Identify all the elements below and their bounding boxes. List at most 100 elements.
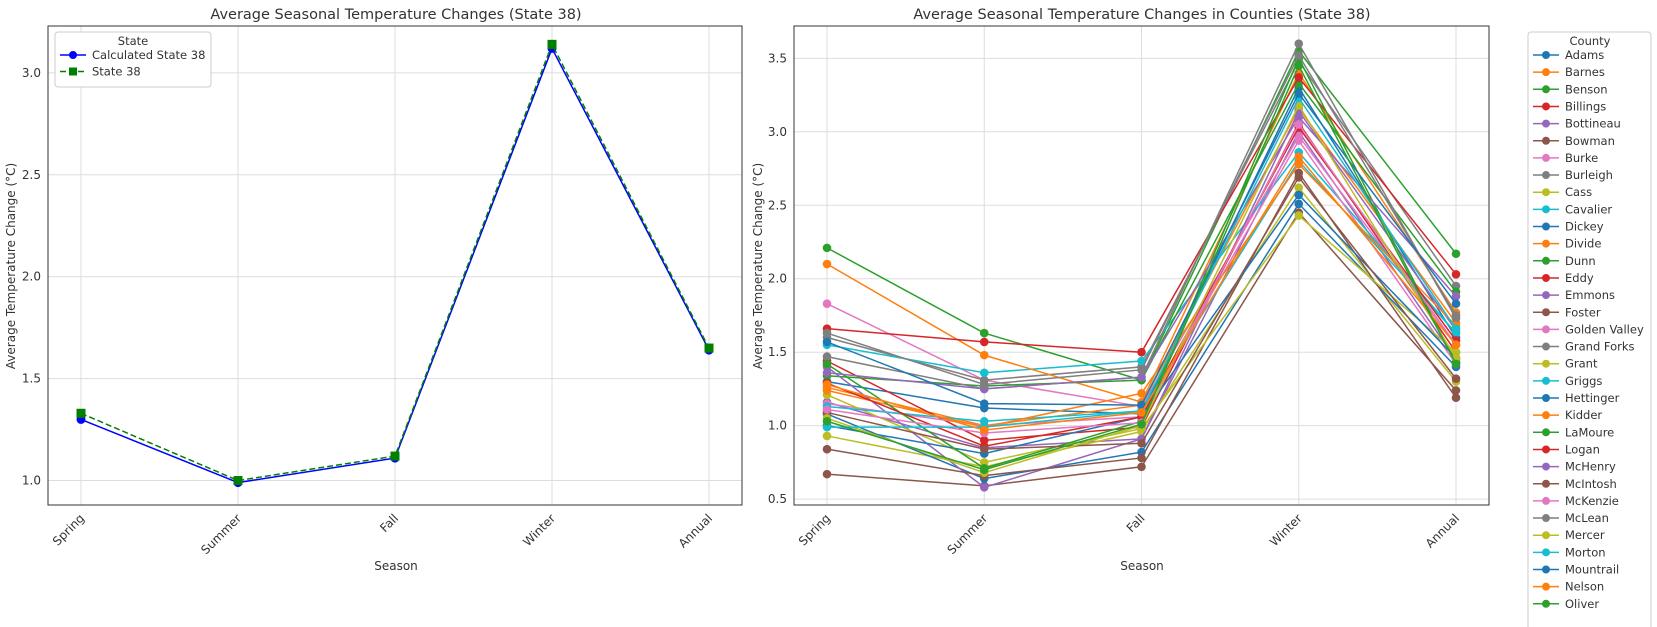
legend-item-state-38: State 38: [60, 65, 141, 79]
legend-marker-dunn: [1542, 256, 1550, 265]
data-point-eddy-winter: [1294, 73, 1304, 82]
legend-label-griggs: Griggs: [1565, 374, 1602, 388]
data-point-mountrail-annual: [1451, 299, 1461, 309]
legend-label-morton: Morton: [1565, 545, 1606, 559]
left-plot-frame: [47, 25, 743, 506]
left-x-tick-winter: Winter: [520, 511, 558, 549]
data-point-eddy-fall: [1137, 347, 1146, 357]
legend-marker-barnes: [1542, 68, 1550, 77]
legend-label-nelson: Nelson: [1565, 580, 1604, 594]
legend-item-calculated-state-38: Calculated State 38: [60, 48, 205, 62]
data-point-grant-winter: [1294, 211, 1304, 220]
data-point-eddy-summer: [979, 337, 989, 347]
data-point-lamoure-spring: [822, 359, 832, 369]
legend-label-calculated-state-38: Calculated State 38: [92, 48, 205, 62]
data-point-emmons-summer: [979, 483, 989, 492]
data-point-benson-summer: [979, 328, 989, 338]
right-x-tick-fall: Fall: [1124, 511, 1148, 535]
legend-marker-kidder: [1542, 411, 1550, 420]
legend-item-cass: Cass: [1533, 185, 1592, 199]
legend-marker-state-38: [69, 67, 77, 76]
right-x-tick-annual: Annual: [1423, 511, 1462, 550]
legend-marker-adams: [1542, 51, 1550, 59]
legend-item-mclean: McLean: [1533, 511, 1609, 525]
legend-marker-bottineau: [1542, 119, 1550, 128]
data-point-foster-annual: [1451, 393, 1461, 403]
left-chart-legend: State Calculated State 38 State 38: [54, 31, 212, 88]
legend-item-nelson: Nelson: [1533, 580, 1604, 594]
data-point-oliver-annual: [1451, 359, 1461, 369]
legend-label-cass: Cass: [1565, 185, 1592, 199]
legend-label-foster: Foster: [1565, 305, 1601, 319]
data-point-grand-forks-winter: [1294, 39, 1304, 48]
data-point-mchenry-spring: [822, 368, 832, 378]
data-point-grand-forks-spring: [822, 352, 832, 361]
left-chart-xlabel: Season: [374, 559, 418, 573]
right-chart-title: Average Seasonal Temperature Changes in …: [913, 7, 1370, 23]
legend-marker-golden-valley: [1542, 325, 1550, 334]
left-y-tick-3.0: 3.0: [22, 66, 41, 80]
left-y-tick-1.5: 1.5: [22, 372, 41, 386]
legend-marker-lamoure: [1542, 428, 1550, 437]
right-y-tick-1.5: 1.5: [768, 345, 787, 359]
legend-item-cavalier: Cavalier: [1533, 202, 1612, 216]
data-point-oliver-winter: [1294, 61, 1304, 70]
left-legend-title: State: [118, 34, 148, 48]
right-y-tick-3.5: 3.5: [768, 51, 787, 65]
data-point-mchenry-winter: [1294, 112, 1304, 122]
legend-marker-hettinger: [1542, 394, 1550, 402]
right-y-tick-2.5: 2.5: [768, 198, 787, 212]
legend-label-adams: Adams: [1565, 48, 1604, 62]
legend-label-logan: Logan: [1565, 442, 1600, 456]
legend-marker-dickey: [1542, 222, 1550, 231]
data-point-oliver-spring: [822, 416, 832, 426]
legend-marker-benson: [1542, 85, 1550, 94]
legend-marker-oliver: [1542, 599, 1550, 608]
data-point-burke-spring: [822, 299, 832, 309]
legend-item-golden-valley: Golden Valley: [1533, 322, 1644, 336]
legend-marker-mckenzie: [1542, 496, 1550, 505]
legend-item-foster: Foster: [1533, 305, 1601, 319]
data-point-mclean-summer: [979, 380, 989, 389]
data-point-mountrail-spring: [822, 337, 832, 347]
legend-label-billings: Billings: [1565, 99, 1606, 113]
data-point-kidder-fall: [1137, 389, 1146, 398]
right-chart-ylabel: Average Temperature Change (°C): [751, 163, 765, 369]
legend-item-lamoure: LaMoure: [1533, 425, 1614, 439]
data-point-oliver-fall: [1137, 419, 1146, 429]
legend-marker-mchenry: [1542, 462, 1550, 471]
left-x-tick-fall: Fall: [377, 511, 401, 535]
series-oliver: [822, 61, 1461, 475]
data-point-nelson-summer: [979, 425, 989, 435]
right-x-tick-summer: Summer: [944, 511, 990, 557]
data-point-mclean-annual: [1451, 311, 1461, 320]
data-point-foster-spring: [822, 444, 832, 454]
right-y-tick-3.0: 3.0: [768, 125, 787, 139]
series-nelson: [822, 152, 1461, 435]
legend-label-eddy: Eddy: [1565, 271, 1594, 285]
legend-label-state-38: State 38: [92, 65, 141, 79]
legend-label-divide: Divide: [1565, 237, 1601, 251]
legend-label-grand-forks: Grand Forks: [1565, 340, 1635, 354]
data-point-cass-winter: [1294, 183, 1304, 192]
legend-label-mckenzie: McKenzie: [1565, 494, 1619, 508]
legend-label-burke: Burke: [1565, 151, 1598, 165]
legend-marker-cavalier: [1542, 205, 1550, 214]
legend-item-logan: Logan: [1533, 442, 1600, 456]
data-point-state-38-summer: [233, 476, 243, 486]
data-point-mclean-spring: [822, 328, 832, 338]
data-point-mckenzie-winter: [1294, 120, 1304, 129]
legend-marker-mercer: [1542, 531, 1550, 540]
legend-marker-grant: [1542, 359, 1550, 368]
legend-marker-cass: [1542, 188, 1550, 197]
legend-label-dunn: Dunn: [1565, 254, 1596, 268]
data-point-mountrail-winter: [1294, 89, 1304, 98]
right-legend-frame: [1527, 31, 1652, 627]
data-point-nelson-spring: [822, 380, 832, 389]
legend-item-bottineau: Bottineau: [1533, 117, 1621, 131]
left-x-tick-spring: Spring: [50, 511, 87, 548]
legend-label-bowman: Bowman: [1565, 134, 1615, 148]
legend-label-oliver: Oliver: [1565, 597, 1599, 611]
legend-label-emmons: Emmons: [1565, 288, 1615, 302]
